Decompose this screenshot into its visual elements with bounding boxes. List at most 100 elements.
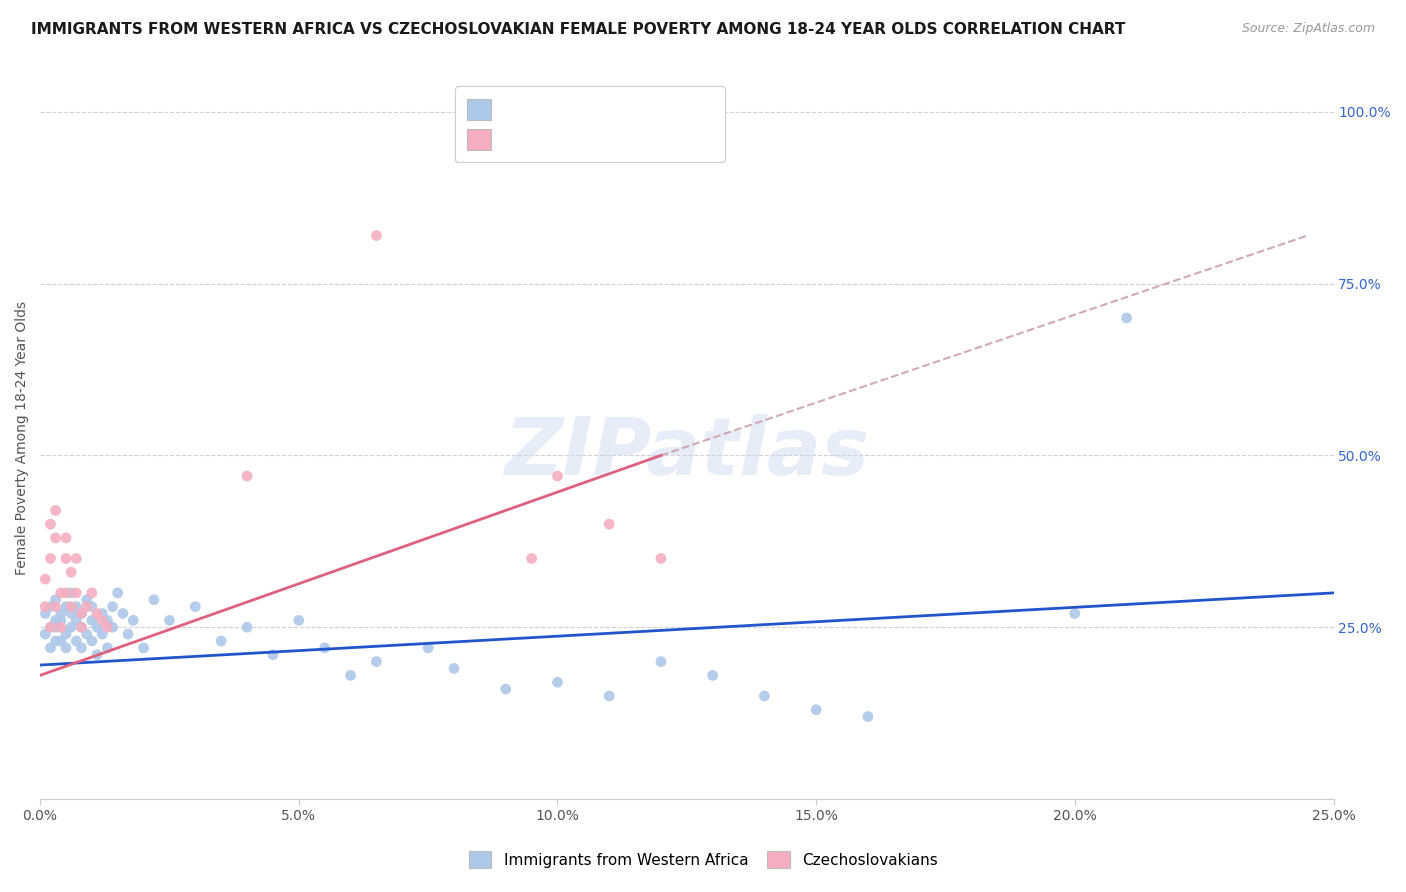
Point — [288, 613, 311, 627]
Point — [702, 668, 724, 682]
Point — [70, 620, 93, 634]
Point — [70, 640, 93, 655]
Point — [184, 599, 207, 614]
Text: N =: N = — [586, 97, 643, 115]
Point — [159, 613, 181, 627]
Point — [65, 599, 87, 614]
Point — [39, 620, 62, 634]
Point — [495, 682, 517, 697]
Point — [45, 531, 67, 545]
Text: N =: N = — [586, 126, 643, 145]
Text: 0.172: 0.172 — [544, 97, 602, 115]
Point — [91, 613, 114, 627]
Point — [39, 599, 62, 614]
Point — [34, 572, 56, 586]
Point — [80, 599, 103, 614]
Y-axis label: Female Poverty Among 18-24 Year Olds: Female Poverty Among 18-24 Year Olds — [15, 301, 30, 575]
Text: ZIPatlas: ZIPatlas — [505, 414, 869, 491]
Point — [60, 620, 83, 634]
Point — [55, 640, 77, 655]
Point — [122, 613, 145, 627]
Point — [76, 627, 98, 641]
Point — [39, 640, 62, 655]
Point — [107, 586, 129, 600]
Point — [65, 613, 87, 627]
Point — [209, 634, 232, 648]
Point — [91, 627, 114, 641]
Text: 25: 25 — [627, 126, 652, 145]
Point — [96, 640, 118, 655]
Point — [1115, 310, 1137, 325]
Point — [34, 627, 56, 641]
Point — [34, 599, 56, 614]
Point — [45, 613, 67, 627]
Text: 0.479: 0.479 — [544, 126, 602, 145]
Point — [49, 634, 72, 648]
Point — [339, 668, 361, 682]
Point — [39, 620, 62, 634]
Point — [650, 551, 672, 566]
Point — [86, 620, 108, 634]
Point — [856, 709, 879, 723]
Point — [91, 607, 114, 621]
Text: Source: ZipAtlas.com: Source: ZipAtlas.com — [1241, 22, 1375, 36]
Point — [55, 599, 77, 614]
Point — [60, 586, 83, 600]
Point — [546, 469, 568, 483]
Point — [76, 592, 98, 607]
Point — [60, 599, 83, 614]
Point — [45, 503, 67, 517]
Point — [650, 655, 672, 669]
Point — [80, 634, 103, 648]
Point — [70, 607, 93, 621]
Point — [76, 599, 98, 614]
Point — [70, 607, 93, 621]
Point — [366, 655, 388, 669]
Point — [34, 607, 56, 621]
Point — [418, 640, 440, 655]
Point — [55, 551, 77, 566]
Text: R =: R = — [512, 126, 551, 145]
Point — [101, 599, 124, 614]
Point — [132, 640, 155, 655]
Point — [45, 592, 67, 607]
Point — [80, 586, 103, 600]
Point — [754, 689, 776, 703]
Point — [520, 551, 543, 566]
Point — [598, 517, 620, 532]
Point — [366, 228, 388, 243]
Point — [49, 586, 72, 600]
Point — [111, 607, 134, 621]
Point — [804, 703, 827, 717]
Point — [86, 607, 108, 621]
Point — [262, 648, 284, 662]
Point — [236, 620, 259, 634]
Legend: Immigrants from Western Africa, Czechoslovakians: Immigrants from Western Africa, Czechosl… — [461, 844, 945, 875]
Point — [45, 620, 67, 634]
Point — [1063, 607, 1085, 621]
Point — [546, 675, 568, 690]
Point — [55, 531, 77, 545]
Text: R =: R = — [512, 97, 551, 115]
Point — [314, 640, 336, 655]
Point — [55, 586, 77, 600]
Point — [39, 551, 62, 566]
Point — [60, 566, 83, 580]
Point — [80, 613, 103, 627]
Legend:                                     ,                                     : , — [454, 87, 725, 162]
Point — [70, 620, 93, 634]
Point — [55, 627, 77, 641]
Point — [45, 634, 67, 648]
Point — [60, 607, 83, 621]
Point — [96, 613, 118, 627]
Text: IMMIGRANTS FROM WESTERN AFRICA VS CZECHOSLOVAKIAN FEMALE POVERTY AMONG 18-24 YEA: IMMIGRANTS FROM WESTERN AFRICA VS CZECHO… — [31, 22, 1125, 37]
Point — [598, 689, 620, 703]
Point — [49, 613, 72, 627]
Point — [49, 607, 72, 621]
Point — [39, 517, 62, 532]
Point — [117, 627, 139, 641]
Text: 64: 64 — [627, 97, 652, 115]
Point — [49, 620, 72, 634]
Point — [65, 634, 87, 648]
Point — [65, 551, 87, 566]
